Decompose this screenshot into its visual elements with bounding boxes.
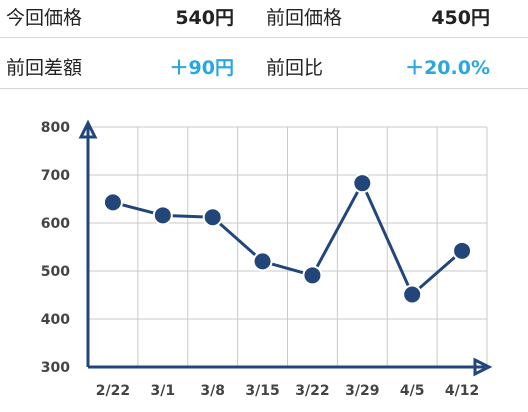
y-tick-label: 300	[41, 360, 70, 376]
y-tick-label: 700	[41, 168, 70, 184]
price-point	[402, 284, 423, 305]
current-price-value: 540円	[175, 7, 234, 29]
y-tick-label: 800	[41, 120, 70, 136]
price-series	[102, 173, 473, 305]
price-diff-label: 前回差額	[6, 57, 83, 79]
price-point	[252, 251, 273, 272]
price-point	[352, 173, 373, 194]
x-tick-label: 3/15	[245, 383, 279, 399]
previous-price-value: 450円	[431, 7, 490, 29]
price-point	[152, 205, 173, 226]
x-tick-label: 2/22	[96, 383, 130, 399]
price-diff-value: ＋90円	[169, 57, 234, 79]
x-axis-arrow	[473, 357, 493, 377]
x-tick-label: 3/8	[200, 383, 225, 399]
price-point	[102, 192, 123, 213]
x-tick-label: 3/1	[151, 383, 176, 399]
x-tick-label: 3/29	[345, 383, 379, 399]
y-tick-label: 400	[41, 312, 70, 328]
price-point	[302, 265, 323, 286]
previous-price-label: 前回価格	[266, 7, 343, 29]
chart-grid	[88, 126, 488, 368]
current-price-label: 今回価格	[6, 7, 83, 29]
price-point	[202, 207, 223, 228]
price-ratio-label: 前回比	[266, 57, 324, 79]
chart-axes	[78, 119, 493, 377]
y-tick-labels: 300 400 500 600 700 800	[41, 120, 70, 376]
y-axis-arrow	[78, 119, 98, 139]
x-tick-label: 4/12	[445, 383, 479, 399]
x-tick-labels: 2/22 3/1 3/8 3/15 3/22 3/29 4/5 4/12	[96, 383, 479, 399]
summary-divider-bottom	[0, 88, 528, 89]
x-tick-label: 3/22	[295, 383, 329, 399]
price-point	[452, 240, 473, 261]
x-tick-label: 4/5	[400, 383, 425, 399]
summary-divider-top	[0, 37, 528, 38]
price-ratio-value: ＋20.0%	[405, 57, 490, 79]
y-tick-label: 600	[41, 216, 70, 232]
y-tick-label: 500	[41, 264, 70, 280]
